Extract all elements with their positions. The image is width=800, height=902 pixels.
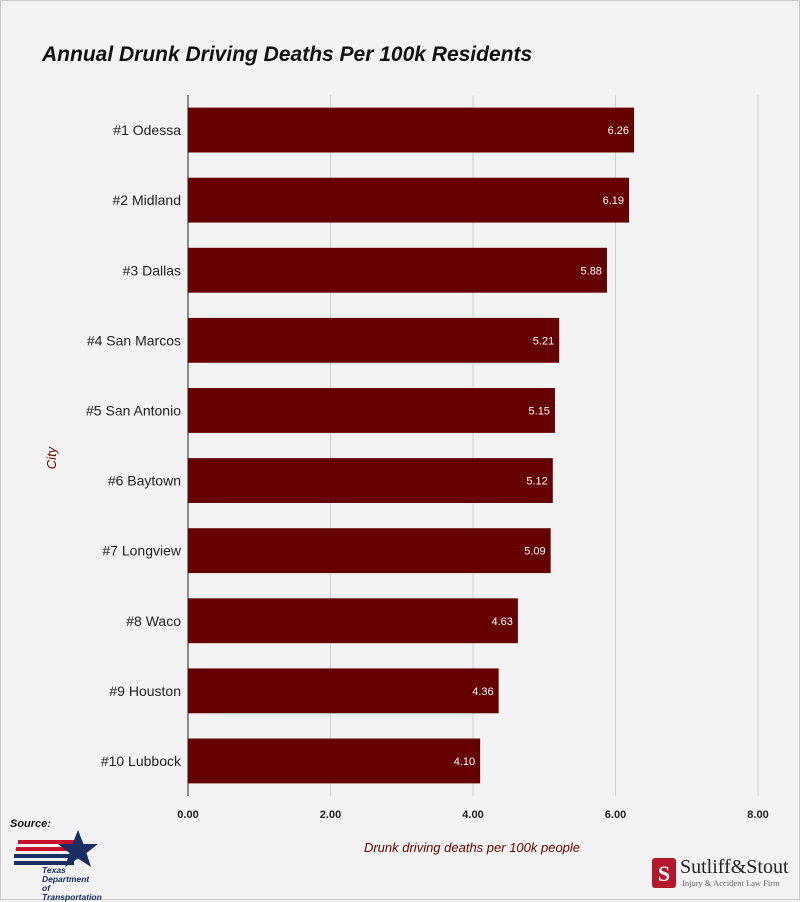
txdot-org-name: Texas Department of Transportation (42, 866, 112, 902)
brand-tagline: Injury & Accident Law Firm (682, 878, 780, 888)
bar (188, 458, 553, 503)
category-labels: #1 Odessa #2 Midland #3 Dallas #4 San Marco… (86, 122, 182, 769)
txdot-stripes-icon (14, 840, 82, 865)
brand-badge-icon: S (652, 858, 676, 888)
brand-logo: S Sutliff&Stout Injury & Accident Law Fi… (652, 856, 797, 892)
data-label: 5.15 (529, 405, 550, 417)
bar (188, 738, 481, 784)
txdot-line-2: Department (42, 874, 90, 884)
x-axis-title: Drunk driving deaths per 100k people (364, 840, 580, 855)
source-label: Source: (10, 818, 51, 830)
bar (188, 107, 635, 153)
data-label: 5.09 (524, 546, 545, 558)
bar (188, 598, 518, 644)
data-label: 5.21 (533, 335, 554, 347)
category-label: #7 Longview (102, 543, 182, 559)
category-label: #3 Dallas (123, 262, 181, 278)
txdot-logo (14, 830, 98, 867)
brand-name: Sutliff&Stout (680, 856, 789, 878)
category-label: #1 Odessa (113, 122, 181, 138)
bar (188, 177, 630, 223)
x-tick-labels: 0.00 2.00 4.00 6.00 8.00 (177, 809, 768, 821)
data-label: 4.36 (472, 686, 493, 698)
bar (188, 668, 499, 714)
data-label: 5.12 (526, 476, 547, 488)
category-label: #9 Houston (109, 683, 181, 699)
bar (188, 247, 607, 293)
txdot-line-1: Texas (42, 865, 66, 875)
x-tick-label: 0.00 (177, 809, 198, 821)
y-axis-title: City (44, 445, 59, 469)
data-label: 6.19 (603, 195, 624, 207)
data-label: 4.63 (491, 616, 512, 628)
txdot-line-3: of Transportation (42, 883, 102, 902)
data-label: 4.10 (454, 756, 475, 768)
x-tick-label: 2.00 (320, 809, 341, 821)
category-label: #4 San Marcos (87, 332, 181, 348)
bar (188, 317, 560, 363)
category-label: #10 Lubbock (101, 753, 182, 769)
data-label: 5.88 (581, 265, 602, 277)
category-label: #2 Midland (113, 192, 182, 208)
chart-title: Annual Drunk Driving Deaths Per 100k Res… (42, 43, 533, 66)
data-label: 6.26 (608, 125, 629, 137)
category-label: #8 Waco (126, 613, 181, 629)
category-label: #5 San Antonio (86, 402, 181, 418)
bars: 6.26 6.19 5.88 5.21 5.15 5.12 5.09 4.63 4.36 4.10 (188, 107, 635, 784)
bar (188, 528, 551, 574)
x-tick-label: 8.00 (747, 809, 768, 821)
category-label: #6 Baytown (108, 473, 181, 489)
svg-text:S: S (658, 861, 670, 886)
x-tick-label: 4.00 (462, 809, 483, 821)
bar (188, 388, 555, 433)
x-tick-label: 6.00 (605, 809, 626, 821)
star-icon (58, 830, 98, 867)
